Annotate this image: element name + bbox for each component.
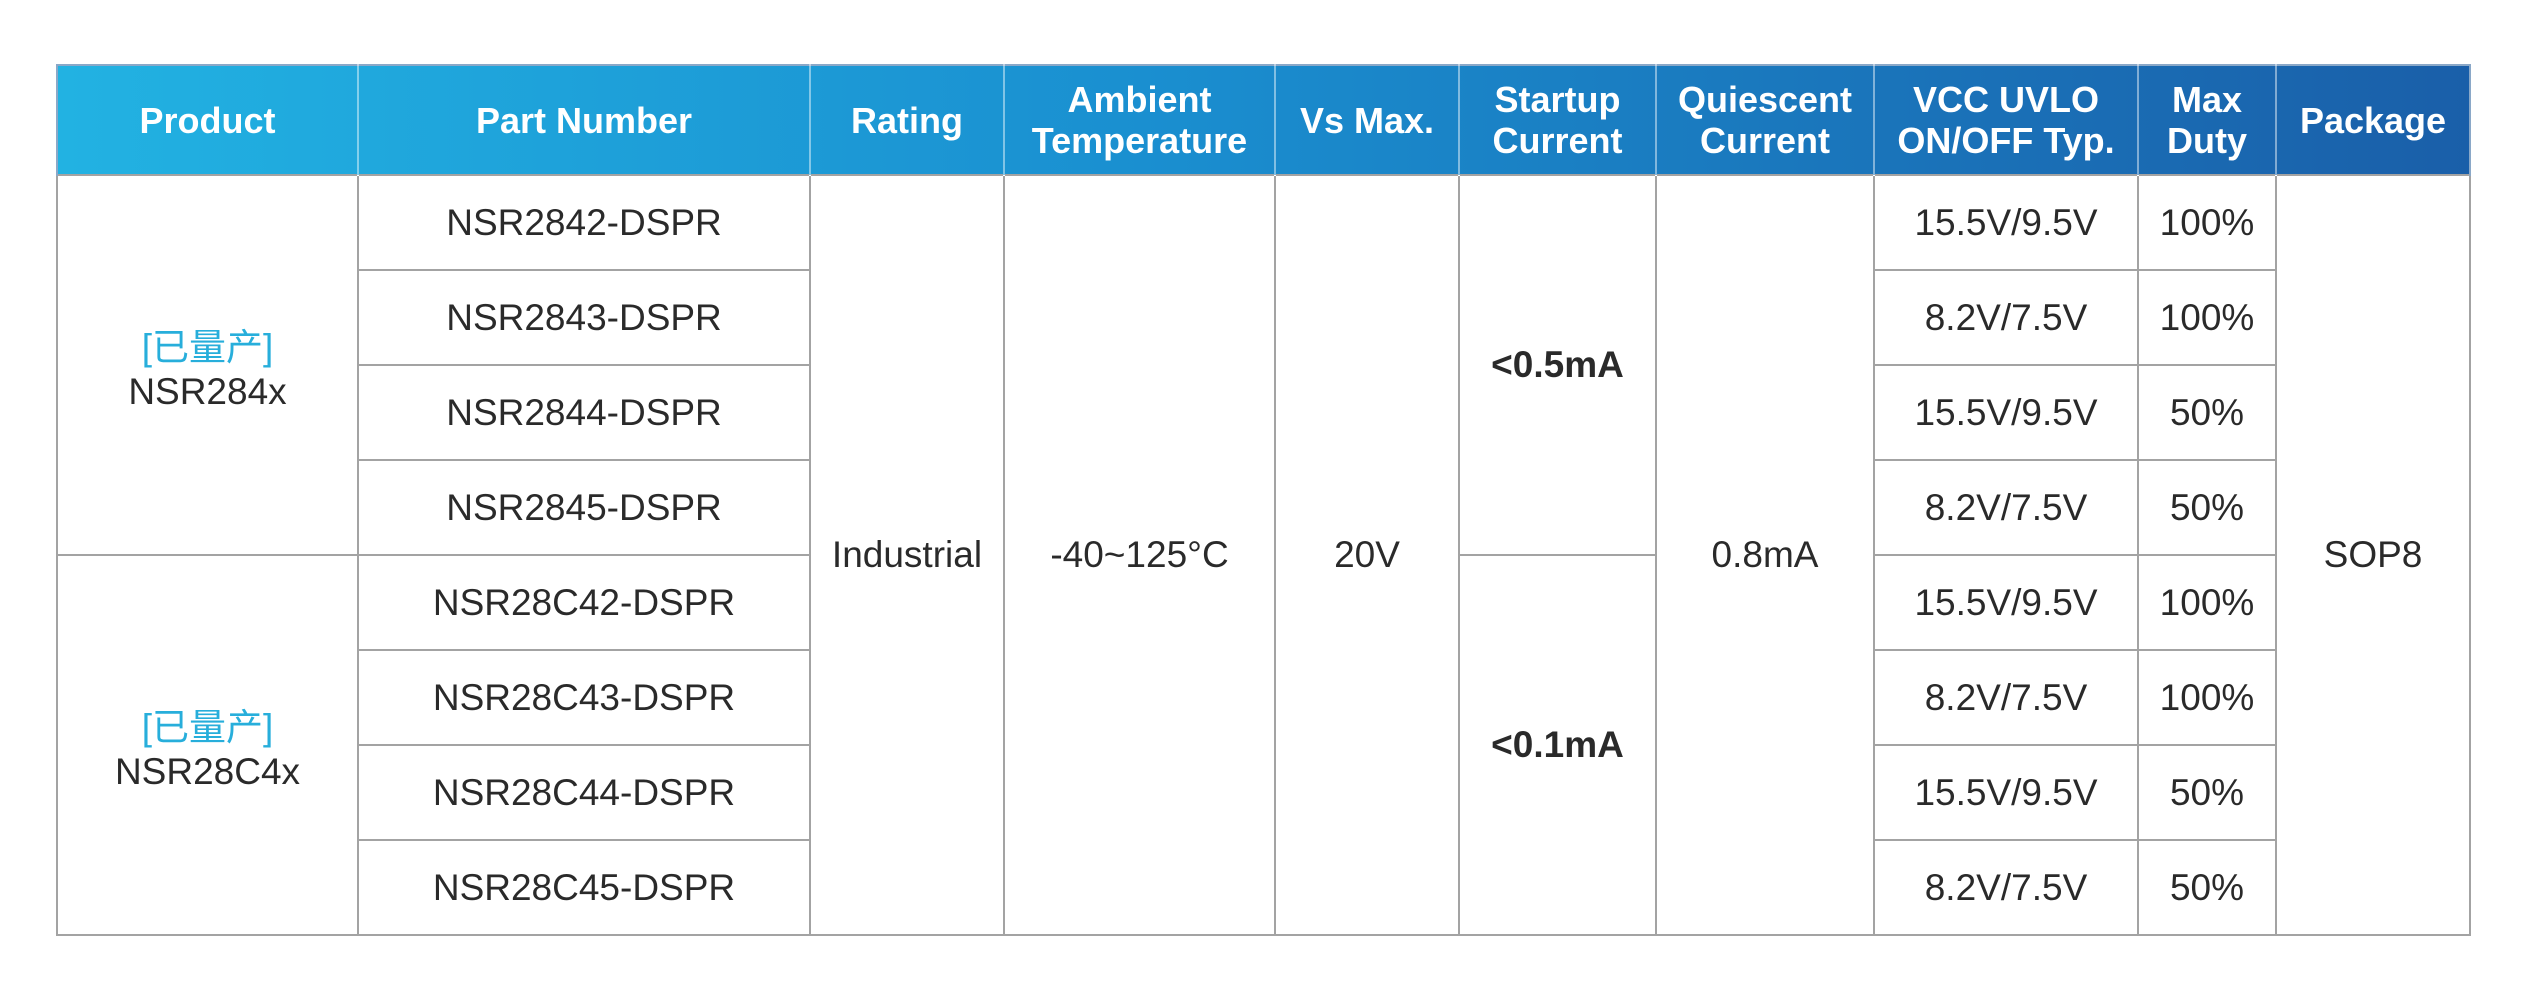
uvlo: 15.5V/9.5V [1873, 554, 2139, 651]
product-cell: [已量产] NSR28C4x [56, 554, 359, 936]
product-name: NSR28C4x [114, 751, 301, 792]
table-row: NSR2843-DSPR 8.2V/7.5V 100% [57, 269, 2470, 366]
column-header: Max Duty [2138, 64, 2277, 175]
uvlo: 8.2V/7.5V [1873, 649, 2139, 746]
uvlo: 8.2V/7.5V [1873, 459, 2139, 556]
uvlo: 15.5V/9.5V [1873, 174, 2139, 271]
max-duty: 50% [2137, 459, 2277, 556]
table-row: NSR2845-DSPR 8.2V/7.5V 50% [57, 459, 2470, 556]
uvlo: 8.2V/7.5V [1873, 839, 2139, 936]
table-header: Product Part Number Rating Ambient Temperat… [56, 64, 2471, 175]
table-row: NSR28C43-DSPR 8.2V/7.5V 100% [57, 649, 2470, 746]
max-duty: 100% [2137, 269, 2277, 366]
part-number: NSR2845-DSPR [357, 459, 811, 556]
table-row: NSR2844-DSPR 15.5V/9.5V 50% [57, 364, 2470, 461]
column-header: Part Number [358, 64, 811, 175]
column-header: Package [2276, 64, 2471, 175]
max-duty: 100% [2137, 174, 2277, 271]
part-number: NSR2843-DSPR [357, 269, 811, 366]
uvlo: 8.2V/7.5V [1873, 269, 2139, 366]
part-number: NSR28C43-DSPR [357, 649, 811, 746]
part-number: NSR28C42-DSPR [357, 554, 811, 651]
startup-current: <0.1mA [1458, 554, 1657, 936]
spec-table: Product Part Number Rating Ambient Temperat… [56, 64, 2471, 936]
table-body: [已量产] NSR284x NSR2842-DSPR Industrial -40~12… [56, 174, 2471, 936]
temperature: -40~125°C [1003, 174, 1276, 936]
max-duty: 100% [2137, 649, 2277, 746]
startup-current: <0.5mA [1458, 174, 1657, 556]
part-number: NSR28C44-DSPR [357, 744, 811, 841]
spec-table-wrap: Product Part Number Rating Ambient Temperat… [56, 64, 2471, 936]
column-header: Vs Max. [1275, 64, 1460, 175]
max-duty: 50% [2137, 364, 2277, 461]
table-row: [已量产] NSR284x NSR2842-DSPR Industrial -40~12… [56, 174, 2471, 936]
max-duty: 50% [2137, 839, 2277, 936]
uvlo: 15.5V/9.5V [1873, 744, 2139, 841]
package: SOP8 [2275, 174, 2471, 936]
max-duty: 100% [2137, 554, 2277, 651]
column-header: Rating [810, 64, 1005, 175]
column-header: VCC UVLO ON/OFF Typ. [1874, 64, 2139, 175]
rating: Industrial [809, 174, 1005, 936]
header-row: Product Part Number Rating Ambient Temperat… [56, 64, 2471, 175]
part-number: NSR2844-DSPR [357, 364, 811, 461]
product-name: NSR284x [128, 371, 287, 412]
product-status: [已量产] [141, 327, 274, 368]
column-header: Product [56, 64, 359, 175]
product-cell: [已量产] NSR284x [56, 174, 359, 556]
max-duty: 50% [2137, 744, 2277, 841]
product-status: [已量产] [141, 707, 274, 748]
table-row: NSR28C45-DSPR 8.2V/7.5V 50% [57, 839, 2470, 936]
quiescent-current: 0.8mA [1655, 174, 1875, 936]
uvlo: 15.5V/9.5V [1873, 364, 2139, 461]
column-header: Startup Current [1459, 64, 1657, 175]
column-header: Ambient Temperature [1004, 64, 1276, 175]
vs-max: 20V [1274, 174, 1460, 936]
table-row: NSR28C44-DSPR 15.5V/9.5V 50% [57, 744, 2470, 841]
part-number: NSR2842-DSPR [357, 174, 811, 271]
table-row: [已量产] NSR28C4x NSR28C42-DSPR <0.1mA 15.5V/9.… [56, 554, 2470, 936]
column-header: Quiescent Current [1656, 64, 1875, 175]
part-number: NSR28C45-DSPR [357, 839, 811, 936]
